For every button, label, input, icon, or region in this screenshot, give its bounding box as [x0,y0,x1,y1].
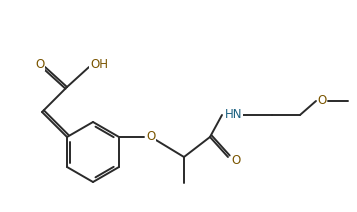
Text: O: O [35,57,45,71]
Text: O: O [231,153,241,166]
Text: O: O [146,131,156,144]
Text: HN: HN [225,109,243,121]
Text: OH: OH [90,57,108,71]
Text: O: O [317,95,327,107]
